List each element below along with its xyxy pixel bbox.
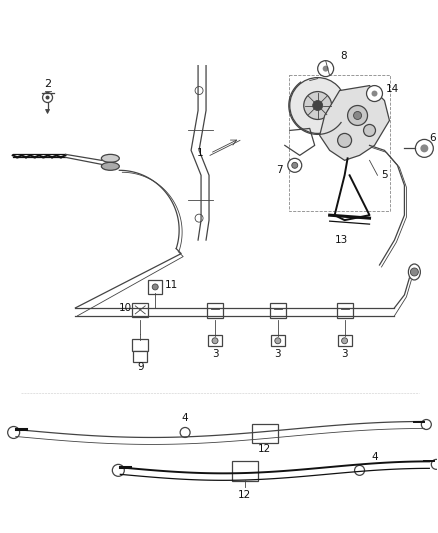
Text: 9: 9 [137, 362, 144, 372]
FancyBboxPatch shape [232, 462, 258, 481]
Circle shape [8, 426, 20, 439]
Text: 10: 10 [119, 303, 132, 313]
Text: 3: 3 [275, 349, 281, 359]
FancyBboxPatch shape [207, 303, 223, 318]
Polygon shape [46, 109, 49, 114]
FancyBboxPatch shape [338, 335, 352, 346]
Circle shape [112, 464, 124, 477]
Text: 4: 4 [371, 453, 378, 463]
Circle shape [152, 284, 158, 290]
Circle shape [364, 124, 375, 136]
Polygon shape [320, 86, 389, 160]
Circle shape [420, 144, 428, 152]
Circle shape [410, 268, 418, 276]
Circle shape [288, 158, 302, 172]
FancyBboxPatch shape [208, 335, 222, 346]
Circle shape [304, 92, 332, 119]
Circle shape [46, 95, 49, 100]
Circle shape [415, 140, 433, 157]
Circle shape [275, 338, 281, 344]
Circle shape [323, 66, 328, 71]
Ellipse shape [101, 163, 119, 171]
Text: 5: 5 [381, 170, 388, 180]
Text: 12: 12 [238, 490, 251, 500]
Circle shape [318, 61, 334, 77]
Circle shape [353, 111, 361, 119]
FancyBboxPatch shape [337, 303, 353, 318]
FancyBboxPatch shape [132, 303, 148, 317]
Text: 7: 7 [276, 165, 283, 175]
Text: 11: 11 [165, 280, 178, 290]
Text: 14: 14 [386, 84, 399, 94]
FancyBboxPatch shape [133, 351, 147, 362]
Circle shape [292, 163, 298, 168]
Circle shape [313, 101, 323, 110]
FancyBboxPatch shape [270, 303, 286, 318]
Text: 1: 1 [197, 148, 203, 158]
FancyBboxPatch shape [148, 280, 162, 294]
Circle shape [290, 78, 346, 133]
Circle shape [421, 419, 431, 430]
Text: 3: 3 [341, 349, 348, 359]
Circle shape [348, 106, 367, 125]
Text: 12: 12 [258, 445, 272, 455]
FancyBboxPatch shape [271, 335, 285, 346]
Text: 2: 2 [44, 78, 51, 88]
Circle shape [42, 93, 53, 102]
Ellipse shape [408, 264, 420, 280]
Text: 8: 8 [340, 51, 347, 61]
Circle shape [338, 133, 352, 148]
Text: 6: 6 [429, 133, 436, 143]
FancyBboxPatch shape [289, 75, 390, 211]
Circle shape [212, 338, 218, 344]
Ellipse shape [101, 155, 119, 163]
Circle shape [371, 91, 378, 96]
Circle shape [367, 86, 382, 101]
Circle shape [180, 427, 190, 438]
FancyBboxPatch shape [132, 339, 148, 351]
FancyBboxPatch shape [252, 424, 278, 443]
Text: 3: 3 [212, 349, 218, 359]
Text: 4: 4 [182, 413, 188, 423]
Circle shape [355, 465, 364, 475]
Text: 13: 13 [335, 235, 348, 245]
Circle shape [431, 459, 438, 470]
Circle shape [342, 338, 348, 344]
